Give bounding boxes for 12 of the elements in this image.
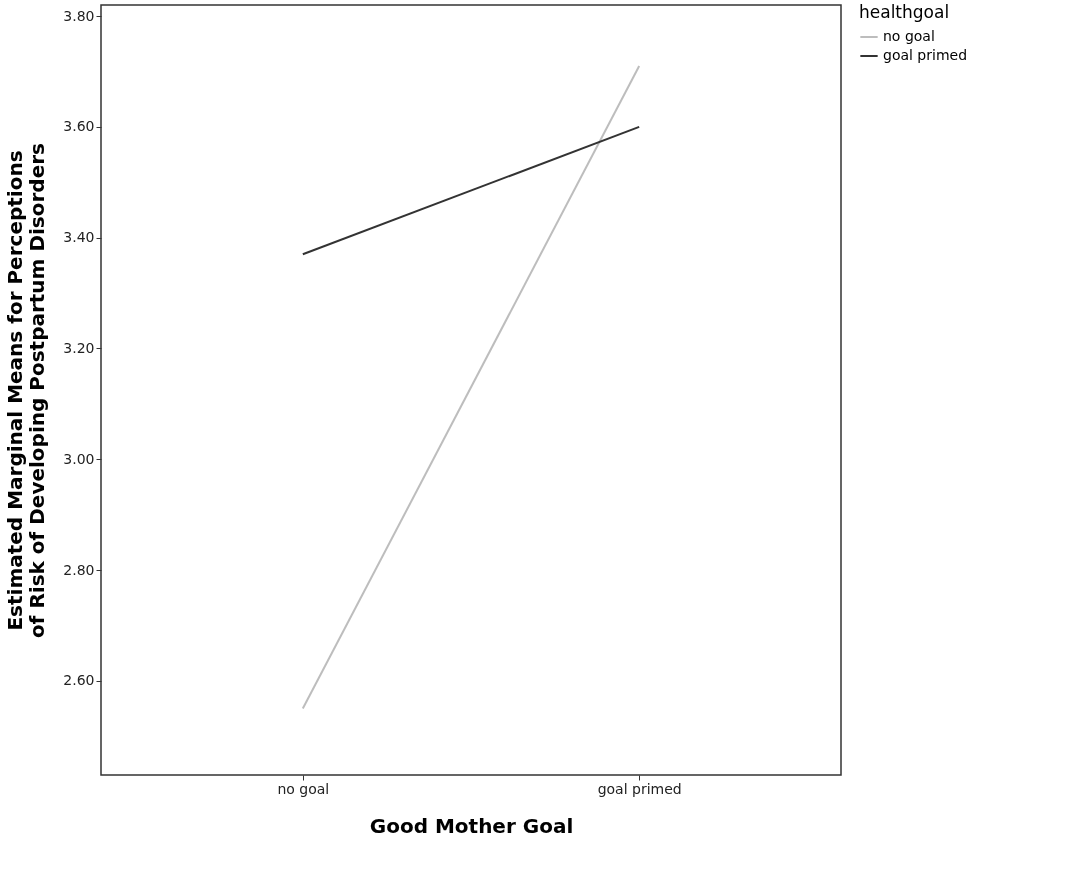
- legend-label: no goal: [883, 28, 935, 44]
- y-tick-label: 2.60: [63, 672, 95, 689]
- y-tick-label: 3.80: [63, 7, 95, 24]
- y-tick-label: 3.60: [63, 118, 95, 135]
- y-tick-label: 3.20: [63, 339, 95, 356]
- y-tick-label: 2.80: [63, 561, 95, 578]
- legend-label: goal primed: [883, 47, 968, 63]
- x-axis-title: Good Mother Goal: [369, 813, 574, 838]
- y-axis-title: Estimated Marginal Means for Perceptions of Risk of Developing Postpartum Disorders: [3, 142, 50, 639]
- y-tick-label: 3.40: [63, 229, 95, 246]
- legend-title: healthgoal: [859, 2, 950, 22]
- y-tick-label: 3.00: [63, 450, 95, 467]
